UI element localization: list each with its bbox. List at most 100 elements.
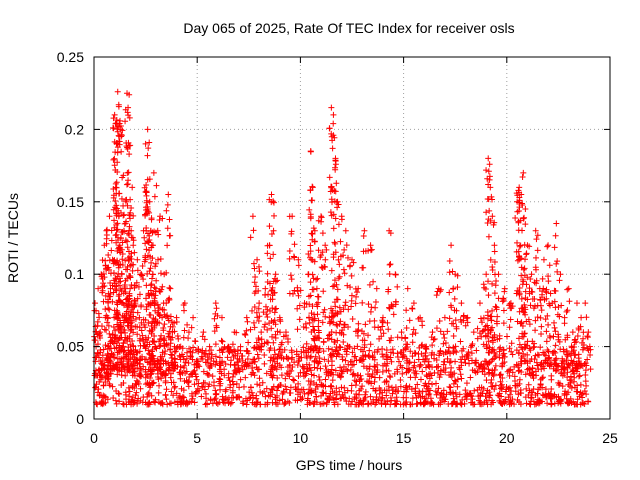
data-point	[175, 394, 182, 401]
data-point	[394, 334, 401, 341]
data-point	[296, 316, 303, 323]
data-point	[288, 347, 295, 354]
data-point	[543, 338, 550, 345]
data-point	[554, 258, 561, 265]
data-point	[538, 331, 545, 338]
data-point	[112, 180, 119, 187]
data-point	[115, 337, 122, 344]
data-point	[122, 197, 129, 204]
data-point	[519, 322, 526, 329]
data-point	[336, 261, 343, 268]
data-point	[433, 292, 440, 299]
data-point	[492, 303, 499, 310]
data-point	[507, 384, 514, 391]
data-point	[278, 339, 285, 346]
data-point	[336, 321, 343, 328]
data-point	[462, 322, 469, 329]
data-point	[193, 373, 200, 380]
data-point	[153, 182, 160, 189]
data-point	[330, 120, 337, 127]
data-point	[543, 328, 550, 335]
data-point	[509, 351, 516, 358]
data-point	[511, 373, 518, 380]
data-point	[372, 304, 379, 311]
data-point	[350, 259, 357, 266]
data-point	[157, 353, 164, 360]
data-point	[128, 399, 135, 406]
data-point	[476, 330, 483, 337]
data-point	[524, 274, 531, 281]
data-point	[204, 370, 211, 377]
data-point	[329, 283, 336, 290]
data-point	[321, 356, 328, 363]
data-point	[526, 366, 533, 373]
data-point	[142, 140, 149, 147]
data-point	[110, 324, 117, 331]
data-point	[315, 317, 322, 324]
data-point	[516, 341, 523, 348]
data-point	[295, 256, 302, 263]
data-point	[181, 327, 188, 334]
data-point	[498, 393, 505, 400]
data-point	[228, 357, 235, 364]
data-point	[129, 337, 136, 344]
data-point	[135, 283, 142, 290]
data-point	[242, 395, 249, 402]
data-point	[446, 359, 453, 366]
data-point	[413, 394, 420, 401]
data-point	[111, 345, 118, 352]
data-point	[245, 339, 252, 346]
data-point	[181, 307, 188, 314]
data-point	[125, 230, 132, 237]
data-point	[105, 362, 112, 369]
data-point	[143, 182, 150, 188]
data-point	[487, 379, 494, 386]
data-point	[166, 400, 173, 407]
data-point	[439, 391, 446, 398]
data-point	[193, 376, 200, 383]
data-point	[106, 330, 113, 337]
data-point	[559, 357, 566, 364]
data-point	[313, 358, 320, 365]
data-point	[313, 285, 320, 292]
data-point	[247, 326, 254, 333]
data-point	[131, 354, 138, 361]
data-point	[396, 358, 403, 365]
data-point	[154, 256, 161, 263]
data-point	[383, 378, 390, 385]
data-point	[214, 312, 221, 319]
data-point	[481, 358, 488, 365]
data-point	[306, 399, 313, 406]
data-point	[272, 278, 279, 285]
data-point	[585, 398, 592, 405]
data-point	[113, 184, 120, 191]
data-point	[110, 270, 117, 277]
data-point	[151, 193, 158, 200]
data-point	[173, 390, 180, 397]
data-point	[117, 322, 124, 329]
data-point	[532, 368, 539, 375]
data-point	[319, 382, 326, 389]
data-point	[246, 389, 253, 396]
data-point	[118, 287, 125, 294]
data-point	[451, 295, 458, 302]
data-point	[252, 358, 259, 365]
data-point	[379, 323, 386, 330]
data-point	[117, 261, 124, 268]
data-point	[116, 325, 123, 332]
data-point	[368, 380, 375, 387]
data-point	[162, 370, 169, 377]
data-point	[227, 384, 234, 391]
data-point	[119, 360, 126, 367]
data-point	[172, 356, 179, 363]
data-point	[286, 213, 293, 220]
data-point	[111, 162, 118, 169]
data-point	[173, 318, 180, 325]
data-point	[184, 349, 191, 356]
data-point	[111, 155, 118, 162]
data-point	[229, 349, 236, 356]
data-point	[255, 366, 262, 373]
data-point	[95, 354, 102, 361]
data-point	[305, 389, 312, 396]
data-point	[307, 248, 314, 255]
